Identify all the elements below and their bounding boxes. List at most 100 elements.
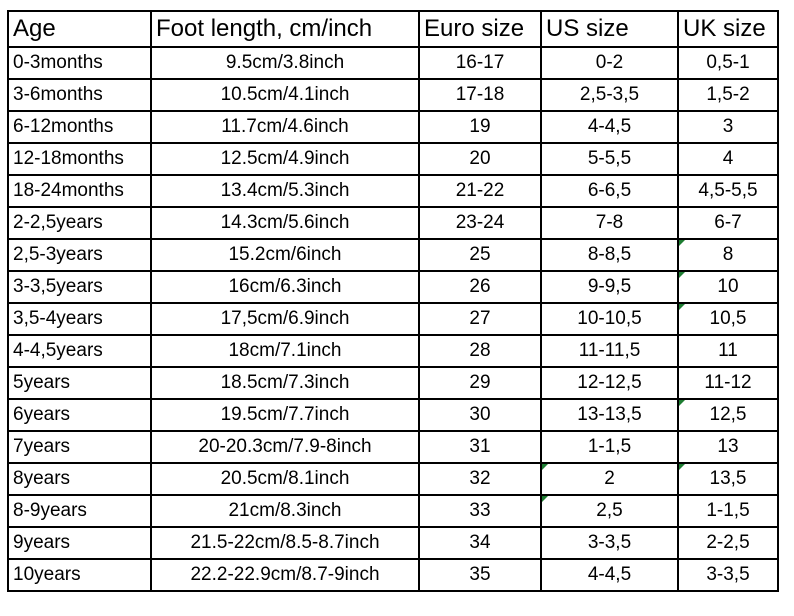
us-size-cell: 13-13,5 xyxy=(540,398,679,432)
age-cell: 18-24months xyxy=(7,174,152,208)
foot-length-cell: 10.5cm/4.1inch xyxy=(150,78,420,112)
uk-size-cell: 3-3,5 xyxy=(677,558,779,592)
euro-size-cell: 34 xyxy=(418,526,542,560)
age-cell: 8years xyxy=(7,462,152,496)
header-age: Age xyxy=(7,10,152,48)
age-cell: 2-2,5years xyxy=(7,206,152,240)
uk-size-cell: 10 xyxy=(677,270,779,304)
us-size-cell: 8-8,5 xyxy=(540,238,679,272)
age-cell: 6years xyxy=(7,398,152,432)
foot-length-cell: 14.3cm/5.6inch xyxy=(150,206,420,240)
euro-size-cell: 26 xyxy=(418,270,542,304)
uk-size-cell: 10,5 xyxy=(677,302,779,336)
foot-length-cell: 21.5-22cm/8.5-8.7inch xyxy=(150,526,420,560)
us-size-cell: 2 xyxy=(540,462,679,496)
euro-size-cell: 20 xyxy=(418,142,542,176)
us-size-cell: 1-1,5 xyxy=(540,430,679,464)
us-size-cell: 11-11,5 xyxy=(540,334,679,368)
age-cell: 5years xyxy=(7,366,152,400)
uk-size-cell: 3 xyxy=(677,110,779,144)
us-size-cell: 5-5,5 xyxy=(540,142,679,176)
foot-length-cell: 12.5cm/4.9inch xyxy=(150,142,420,176)
table-row: 10years 22.2-22.9cm/8.7-9inch 35 4-4,5 3… xyxy=(7,558,779,592)
us-size-cell: 2,5 xyxy=(540,494,679,528)
header-foot-length: Foot length, cm/inch xyxy=(150,10,420,48)
foot-length-cell: 13.4cm/5.3inch xyxy=(150,174,420,208)
euro-size-cell: 35 xyxy=(418,558,542,592)
foot-length-cell: 11.7cm/4.6inch xyxy=(150,110,420,144)
euro-size-cell: 25 xyxy=(418,238,542,272)
header-uk-size: UK size xyxy=(677,10,779,48)
age-cell: 3,5-4years xyxy=(7,302,152,336)
us-size-cell: 10-10,5 xyxy=(540,302,679,336)
age-cell: 6-12months xyxy=(7,110,152,144)
table-row: 9years 21.5-22cm/8.5-8.7inch 34 3-3,5 2-… xyxy=(7,526,779,560)
uk-size-cell: 4 xyxy=(677,142,779,176)
foot-length-cell: 17,5cm/6.9inch xyxy=(150,302,420,336)
foot-length-cell: 18.5cm/7.3inch xyxy=(150,366,420,400)
euro-size-cell: 30 xyxy=(418,398,542,432)
euro-size-cell: 29 xyxy=(418,366,542,400)
table-row: 4-4,5years 18cm/7.1inch 28 11-11,5 11 xyxy=(7,334,779,368)
foot-length-cell: 16cm/6.3inch xyxy=(150,270,420,304)
foot-length-cell: 22.2-22.9cm/8.7-9inch xyxy=(150,558,420,592)
us-size-cell: 0-2 xyxy=(540,46,679,80)
foot-length-cell: 20-20.3cm/7.9-8inch xyxy=(150,430,420,464)
euro-size-cell: 23-24 xyxy=(418,206,542,240)
age-cell: 7years xyxy=(7,430,152,464)
euro-size-cell: 16-17 xyxy=(418,46,542,80)
us-size-cell: 4-4,5 xyxy=(540,110,679,144)
foot-length-cell: 19.5cm/7.7inch xyxy=(150,398,420,432)
foot-length-cell: 9.5cm/3.8inch xyxy=(150,46,420,80)
uk-size-cell: 13 xyxy=(677,430,779,464)
table-row: 3,5-4years 17,5cm/6.9inch 27 10-10,5 10,… xyxy=(7,302,779,336)
uk-size-cell: 11 xyxy=(677,334,779,368)
foot-length-cell: 20.5cm/8.1inch xyxy=(150,462,420,496)
us-size-cell: 3-3,5 xyxy=(540,526,679,560)
us-size-cell: 9-9,5 xyxy=(540,270,679,304)
euro-size-cell: 33 xyxy=(418,494,542,528)
us-size-cell: 6-6,5 xyxy=(540,174,679,208)
table-row: 3-3,5years 16cm/6.3inch 26 9-9,5 10 xyxy=(7,270,779,304)
age-cell: 8-9years xyxy=(7,494,152,528)
uk-size-cell: 1-1,5 xyxy=(677,494,779,528)
table-row: 8years 20.5cm/8.1inch 32 2 13,5 xyxy=(7,462,779,496)
table-row: 0-3months 9.5cm/3.8inch 16-17 0-2 0,5-1 xyxy=(7,46,779,80)
uk-size-cell: 13,5 xyxy=(677,462,779,496)
table-row: 7years 20-20.3cm/7.9-8inch 31 1-1,5 13 xyxy=(7,430,779,464)
table-row: 2-2,5years 14.3cm/5.6inch 23-24 7-8 6-7 xyxy=(7,206,779,240)
table-row: 2,5-3years 15.2cm/6inch 25 8-8,5 8 xyxy=(7,238,779,272)
age-cell: 9years xyxy=(7,526,152,560)
age-cell: 10years xyxy=(7,558,152,592)
uk-size-cell: 4,5-5,5 xyxy=(677,174,779,208)
age-cell: 3-6months xyxy=(7,78,152,112)
table-row: 3-6months 10.5cm/4.1inch 17-18 2,5-3,5 1… xyxy=(7,78,779,112)
uk-size-cell: 1,5-2 xyxy=(677,78,779,112)
uk-size-cell: 6-7 xyxy=(677,206,779,240)
us-size-cell: 12-12,5 xyxy=(540,366,679,400)
size-chart-table: Age Foot length, cm/inch Euro size US si… xyxy=(7,10,779,592)
table-row: 6-12months 11.7cm/4.6inch 19 4-4,5 3 xyxy=(7,110,779,144)
age-cell: 0-3months xyxy=(7,46,152,80)
table-row: 6years 19.5cm/7.7inch 30 13-13,5 12,5 xyxy=(7,398,779,432)
age-cell: 2,5-3years xyxy=(7,238,152,272)
age-cell: 4-4,5years xyxy=(7,334,152,368)
age-cell: 12-18months xyxy=(7,142,152,176)
uk-size-cell: 2-2,5 xyxy=(677,526,779,560)
table-row: 12-18months 12.5cm/4.9inch 20 5-5,5 4 xyxy=(7,142,779,176)
euro-size-cell: 32 xyxy=(418,462,542,496)
euro-size-cell: 17-18 xyxy=(418,78,542,112)
euro-size-cell: 27 xyxy=(418,302,542,336)
uk-size-cell: 0,5-1 xyxy=(677,46,779,80)
uk-size-cell: 12,5 xyxy=(677,398,779,432)
euro-size-cell: 31 xyxy=(418,430,542,464)
uk-size-cell: 8 xyxy=(677,238,779,272)
us-size-cell: 4-4,5 xyxy=(540,558,679,592)
header-us-size: US size xyxy=(540,10,679,48)
uk-size-cell: 11-12 xyxy=(677,366,779,400)
foot-length-cell: 21cm/8.3inch xyxy=(150,494,420,528)
euro-size-cell: 28 xyxy=(418,334,542,368)
euro-size-cell: 21-22 xyxy=(418,174,542,208)
foot-length-cell: 18cm/7.1inch xyxy=(150,334,420,368)
us-size-cell: 2,5-3,5 xyxy=(540,78,679,112)
